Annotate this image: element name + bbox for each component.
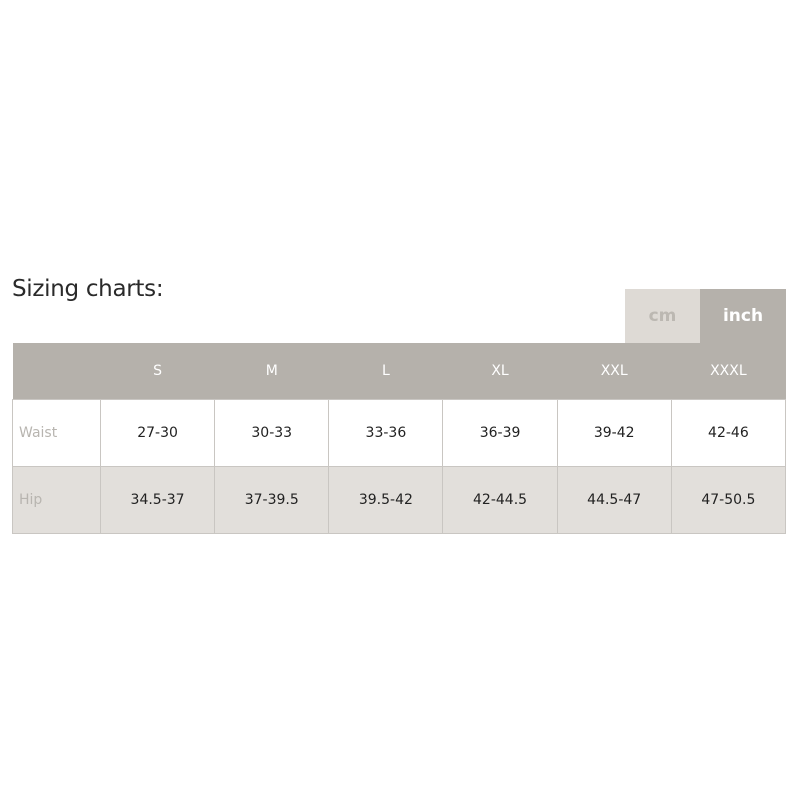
table-cell: 47-50.5 (670, 466, 787, 534)
table-cell: 42-46 (670, 399, 787, 467)
sizing-table: S M L XL XXL XXXL Waist 27-30 30-33 33-3… (12, 343, 787, 534)
table-cell: 27-30 (99, 399, 216, 467)
page-title: Sizing charts: (12, 276, 164, 302)
table-cell: 36-39 (442, 399, 558, 467)
row-label: Waist (12, 399, 101, 467)
header-corner (12, 343, 101, 400)
table-row-hip: Hip 34.5-37 37-39.5 39.5-42 42-44.5 44.5… (12, 466, 787, 534)
table-cell: 33-36 (328, 399, 444, 467)
header-cell: XXL (557, 343, 672, 400)
table-cell: 30-33 (214, 399, 330, 467)
table-cell: 39.5-42 (328, 466, 444, 534)
table-cell: 34.5-37 (99, 466, 216, 534)
header-cell: M (214, 343, 329, 400)
table-row-waist: Waist 27-30 30-33 33-36 36-39 39-42 42-4… (12, 399, 787, 467)
table-cell: 39-42 (556, 399, 672, 467)
header-cell: XXXL (671, 343, 786, 400)
table-cell: 44.5-47 (556, 466, 672, 534)
header-cell: S (100, 343, 215, 400)
unit-tab-cm[interactable]: cm (625, 289, 700, 343)
table-cell: 37-39.5 (214, 466, 330, 534)
header-cell: XL (442, 343, 558, 400)
header-row: S M L XL XXL XXXL (12, 343, 786, 400)
header-cell: L (328, 343, 443, 400)
row-label: Hip (12, 466, 101, 534)
unit-tab-inch[interactable]: inch (700, 289, 786, 343)
table-cell: 42-44.5 (442, 466, 558, 534)
